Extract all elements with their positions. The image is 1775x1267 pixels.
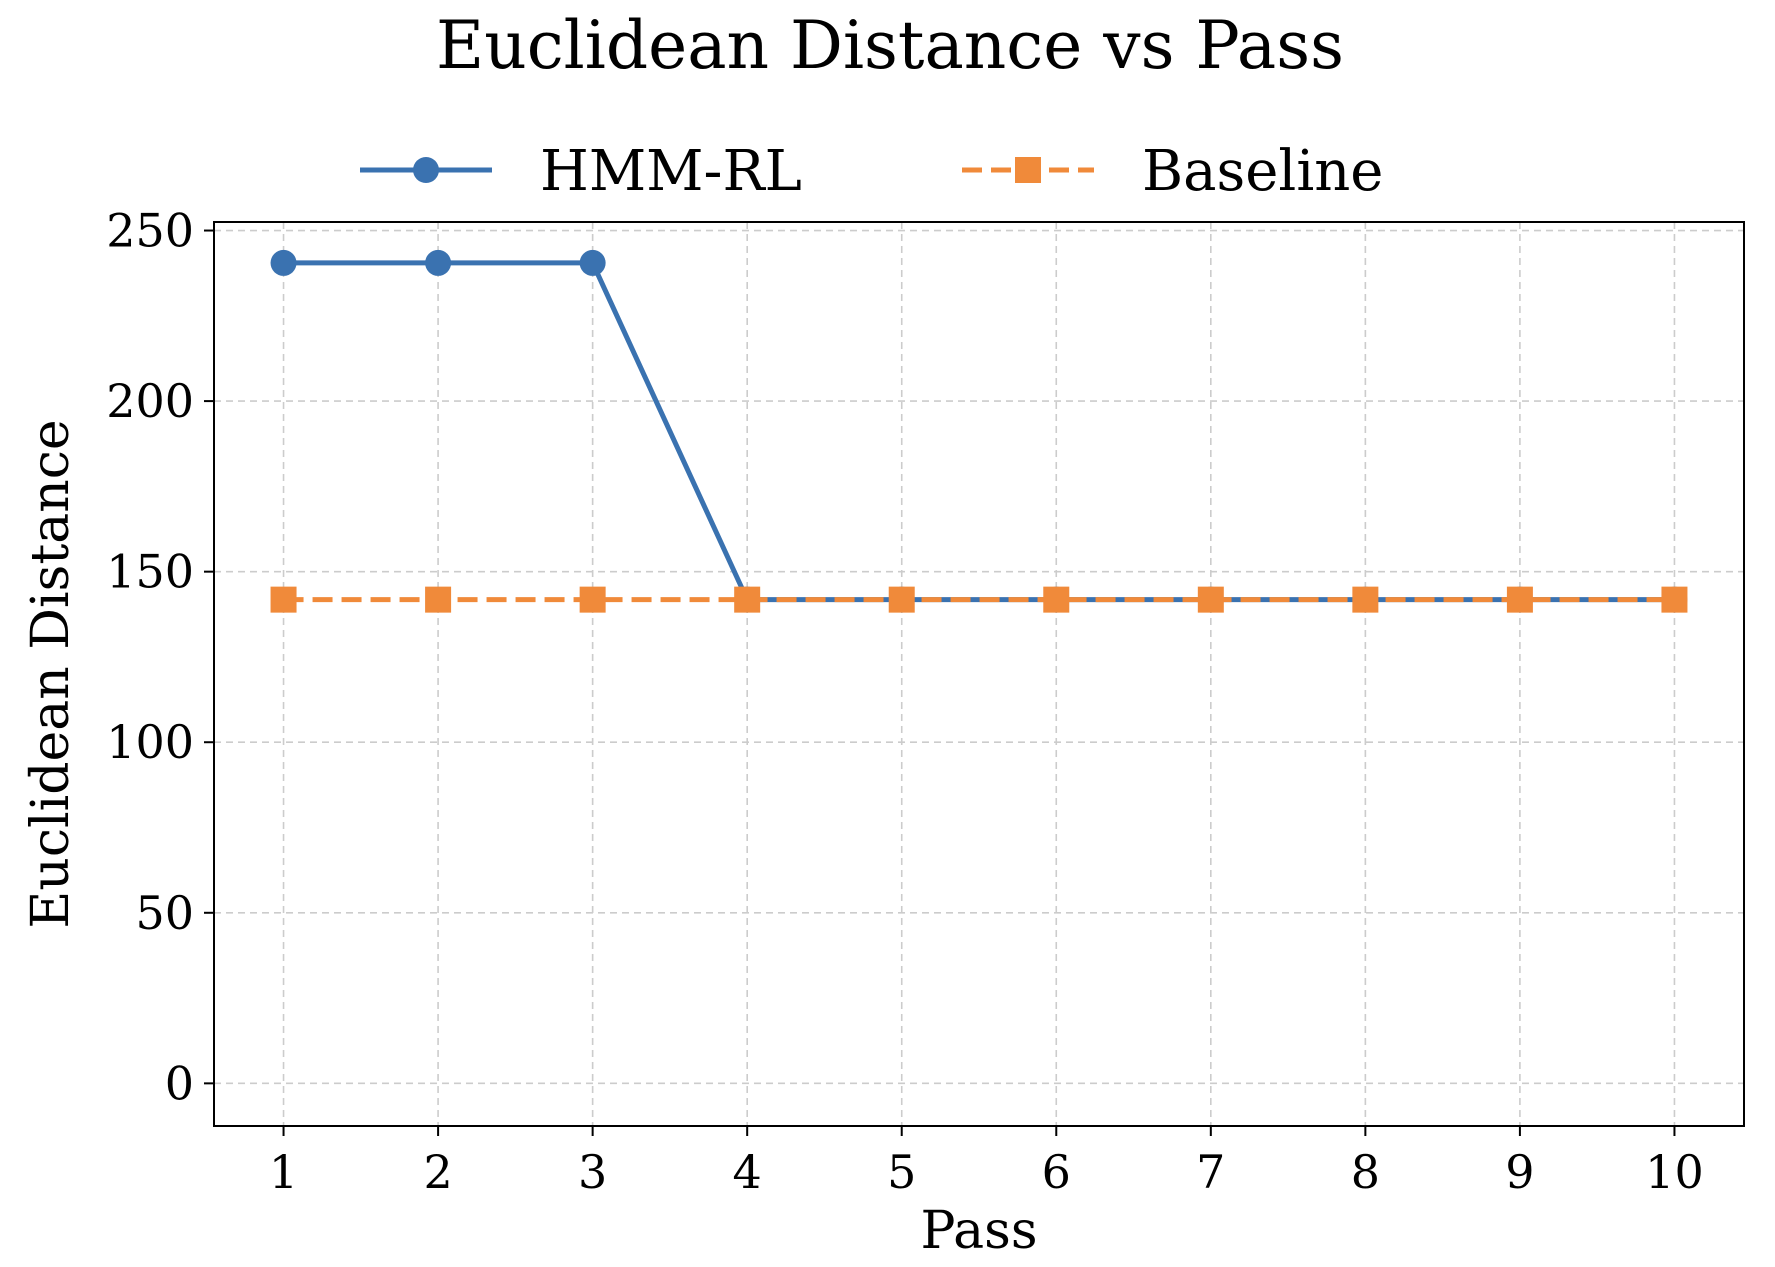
y-tick-label: 250 [106, 204, 194, 258]
y-tick-label: 50 [135, 886, 194, 940]
legend-label-hmm-rl: HMM-RL [540, 139, 802, 204]
legend-label-baseline: Baseline [1142, 139, 1383, 204]
legend: HMM-RL Baseline [360, 139, 1383, 204]
x-tick-label: 7 [1196, 1145, 1225, 1199]
gridlines [214, 222, 1744, 1126]
series-line-hmm-rl [283, 260, 1675, 603]
x-tick-label: 9 [1505, 1145, 1534, 1199]
data-point-baseline [1506, 586, 1533, 613]
y-axis-label: Euclidean Distance [21, 419, 81, 928]
data-point-baseline [1352, 586, 1379, 613]
data-point-baseline [1197, 586, 1224, 613]
x-tick-label: 10 [1645, 1145, 1704, 1199]
series-layer [270, 249, 1688, 613]
data-point-baseline [1661, 586, 1688, 613]
y-tick-label: 150 [106, 545, 194, 599]
data-point-baseline [579, 586, 606, 613]
data-point-baseline [734, 586, 761, 613]
data-point-baseline [1043, 586, 1070, 613]
chart-title: Euclidean Distance vs Pass [436, 7, 1344, 84]
x-tick-label: 5 [887, 1145, 916, 1199]
x-tick-label: 1 [269, 1145, 298, 1199]
data-point-hmm-rl [579, 249, 606, 276]
x-tick-label: 6 [1042, 1145, 1071, 1199]
y-tick-label: 100 [106, 715, 194, 769]
x-axis-label: Pass [920, 1201, 1037, 1261]
y-tick-label: 0 [165, 1056, 194, 1110]
data-point-hmm-rl [270, 249, 297, 276]
x-tick-label: 3 [578, 1145, 607, 1199]
data-point-baseline [425, 586, 452, 613]
data-point-baseline [888, 586, 915, 613]
x-tick-label: 8 [1351, 1145, 1380, 1199]
x-tick-label: 2 [423, 1145, 452, 1199]
y-tick-label: 200 [106, 374, 194, 428]
legend-marker-baseline [1015, 157, 1041, 183]
x-tick-label: 4 [733, 1145, 762, 1199]
data-point-baseline [270, 586, 297, 613]
plot-frame [213, 221, 1745, 1127]
data-point-hmm-rl [425, 249, 452, 276]
legend-marker-hmm-rl [413, 157, 439, 183]
